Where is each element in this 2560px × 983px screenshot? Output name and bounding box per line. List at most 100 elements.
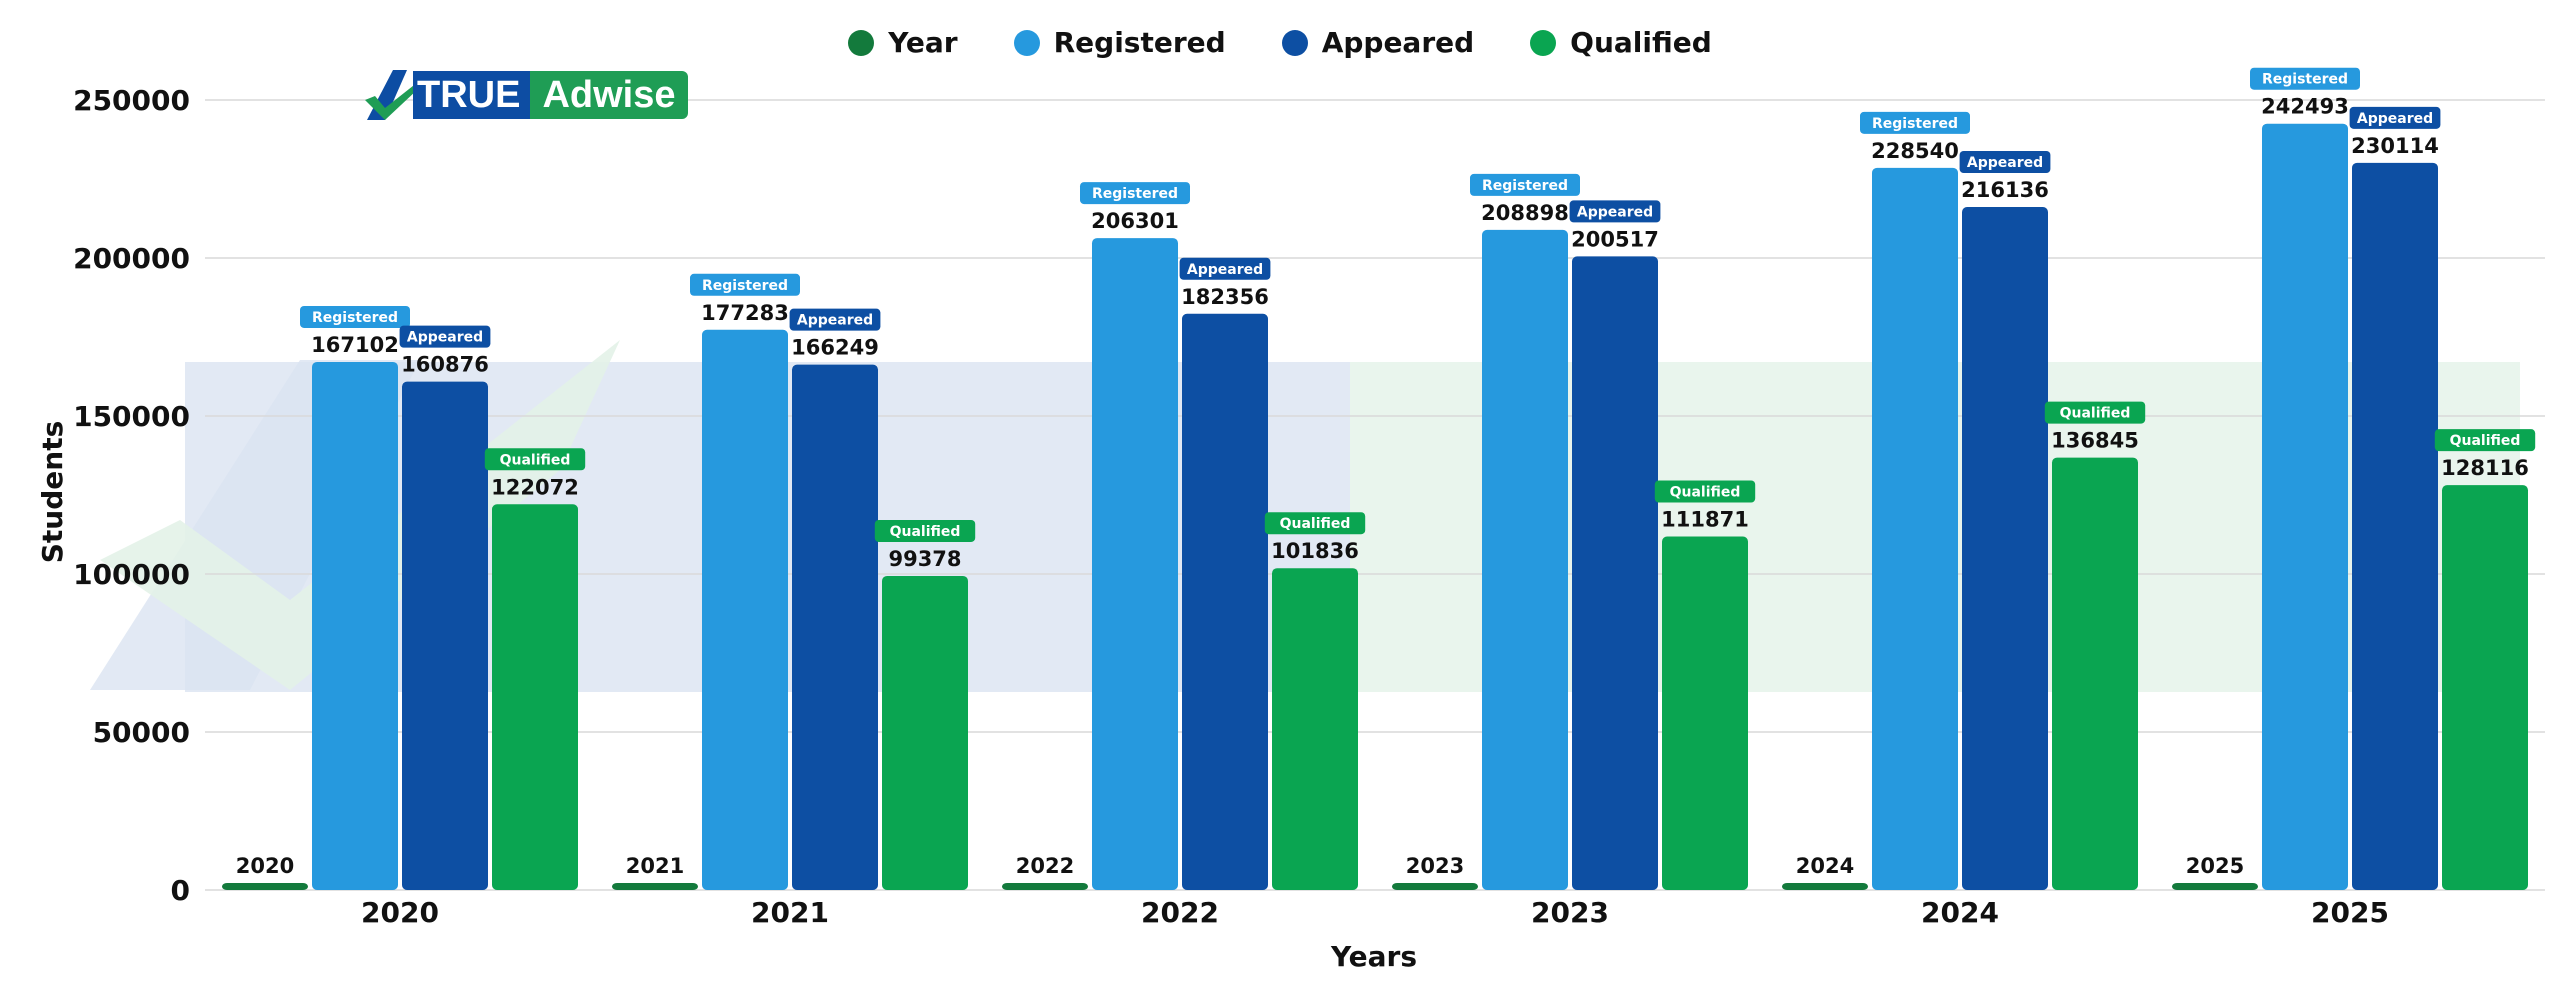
legend-label-qualified: Qualified xyxy=(1570,26,1712,59)
badge-appeared xyxy=(1959,151,2051,174)
x-tick-label: 2021 xyxy=(751,896,829,929)
y-tick-label: 50000 xyxy=(93,716,190,749)
x-tick-label: 2025 xyxy=(2311,896,2389,929)
badge-label-appeared: Appeared xyxy=(797,313,873,329)
badge-registered xyxy=(690,273,800,296)
bar-qualified-2025 xyxy=(2442,485,2528,890)
x-tick-label: 2022 xyxy=(1141,896,1219,929)
data-label-registered: 167102 xyxy=(311,333,399,357)
bar-qualified-2022 xyxy=(1272,568,1358,890)
x-tick-label: 2023 xyxy=(1531,896,1609,929)
data-label-year: 2025 xyxy=(2186,854,2244,878)
legend-label-registered: Registered xyxy=(1053,26,1226,59)
badge-label-appeared: Appeared xyxy=(1577,204,1653,220)
legend-item-registered[interactable]: Registered xyxy=(1013,26,1226,59)
x-axis-label: Years xyxy=(1330,940,1417,973)
x-tick-label: 2020 xyxy=(361,896,439,929)
legend-label-year: Year xyxy=(888,26,958,59)
bar-appeared-2020 xyxy=(402,381,488,890)
bar-appeared-2024 xyxy=(1962,207,2048,890)
legend-item-appeared[interactable]: Appeared xyxy=(1281,26,1475,59)
badge-label-qualified: Qualified xyxy=(1280,516,1351,532)
bar-appeared-2023 xyxy=(1572,256,1658,890)
y-axis-label: Students xyxy=(36,421,69,564)
badge-appeared xyxy=(789,308,881,331)
legend-swatch-appeared xyxy=(1281,29,1308,56)
bar-qualified-2020 xyxy=(492,504,578,890)
data-label-appeared: 166249 xyxy=(791,336,879,360)
brand-logo-icon xyxy=(365,70,423,120)
data-label-registered: 177283 xyxy=(701,301,789,325)
legend-label-appeared: Appeared xyxy=(1321,26,1475,59)
badge-qualified xyxy=(484,448,586,471)
data-label-qualified: 122072 xyxy=(491,475,579,499)
legend-item-qualified[interactable]: Qualified xyxy=(1530,26,1712,59)
data-label-year: 2022 xyxy=(1016,854,1074,878)
badge-registered xyxy=(1080,182,1190,205)
badge-label-registered: Registered xyxy=(1482,178,1568,194)
legend-swatch-year xyxy=(848,29,875,56)
legend-item-year[interactable]: Year xyxy=(848,26,958,59)
bar-registered-2024 xyxy=(1872,167,1958,890)
badge-label-qualified: Qualified xyxy=(890,524,961,540)
badge-label-registered: Registered xyxy=(1092,186,1178,202)
data-label-registered: 206301 xyxy=(1091,209,1179,233)
data-label-year: 2024 xyxy=(1796,854,1854,878)
bar-year-2024 xyxy=(1782,883,1868,890)
badge-appeared xyxy=(399,325,491,348)
bar-registered-2021 xyxy=(702,329,788,890)
badge-label-registered: Registered xyxy=(312,310,398,326)
y-tick-label: 250000 xyxy=(73,84,190,117)
badge-appeared xyxy=(1179,257,1271,280)
bar-registered-2023 xyxy=(1482,229,1568,890)
badge-qualified xyxy=(1264,512,1366,535)
badge-registered xyxy=(1470,173,1580,196)
data-label-year: 2020 xyxy=(236,854,294,878)
y-tick-label: 200000 xyxy=(73,242,190,275)
bar-year-2021 xyxy=(612,883,698,890)
badge-label-qualified: Qualified xyxy=(1670,484,1741,500)
data-label-year: 2023 xyxy=(1406,854,1464,878)
badge-qualified xyxy=(874,519,976,542)
legend-swatch-qualified xyxy=(1530,29,1557,56)
badge-registered xyxy=(300,305,410,328)
badge-registered xyxy=(2250,67,2360,90)
bar-qualified-2021 xyxy=(882,575,968,890)
data-label-qualified: 101836 xyxy=(1271,539,1359,563)
bar-registered-2020 xyxy=(312,361,398,891)
y-tick-label: 150000 xyxy=(73,400,190,433)
badge-label-appeared: Appeared xyxy=(407,330,483,346)
bar-registered-2022 xyxy=(1092,238,1178,890)
data-label-qualified: 128116 xyxy=(2441,456,2529,480)
bar-year-2020 xyxy=(222,883,308,890)
badge-label-appeared: Appeared xyxy=(2357,111,2433,127)
data-label-appeared: 216136 xyxy=(1961,178,2049,202)
badge-label-qualified: Qualified xyxy=(2450,433,2521,449)
data-label-qualified: 111871 xyxy=(1661,507,1749,531)
data-label-appeared: 200517 xyxy=(1571,227,1659,251)
badge-qualified xyxy=(1654,480,1756,503)
bar-appeared-2022 xyxy=(1182,313,1268,891)
data-label-registered: 228540 xyxy=(1871,139,1959,163)
badge-qualified xyxy=(2044,401,2146,424)
data-label-qualified: 136845 xyxy=(2051,429,2139,453)
data-label-registered: 242493 xyxy=(2261,95,2349,119)
data-label-year: 2021 xyxy=(626,854,684,878)
brand-logo: TRUE Adwise xyxy=(363,70,688,120)
legend-swatch-registered xyxy=(1013,29,1040,56)
bar-appeared-2025 xyxy=(2352,162,2438,890)
labels-layer: 2020 167102 Registered 160876 Appeared 122072… xyxy=(236,67,2536,929)
bar-registered-2025 xyxy=(2262,123,2348,891)
y-tick-label: 100000 xyxy=(73,558,190,591)
data-label-appeared: 230114 xyxy=(2351,134,2439,158)
bars-layer xyxy=(222,123,2528,891)
data-label-registered: 208898 xyxy=(1481,201,1569,225)
badge-label-registered: Registered xyxy=(702,278,788,294)
badge-registered xyxy=(1860,111,1970,134)
bar-year-2023 xyxy=(1392,883,1478,890)
data-label-appeared: 160876 xyxy=(401,353,489,377)
badge-label-registered: Registered xyxy=(2262,72,2348,88)
badge-label-qualified: Qualified xyxy=(2060,406,2131,422)
bar-qualified-2024 xyxy=(2052,457,2138,890)
